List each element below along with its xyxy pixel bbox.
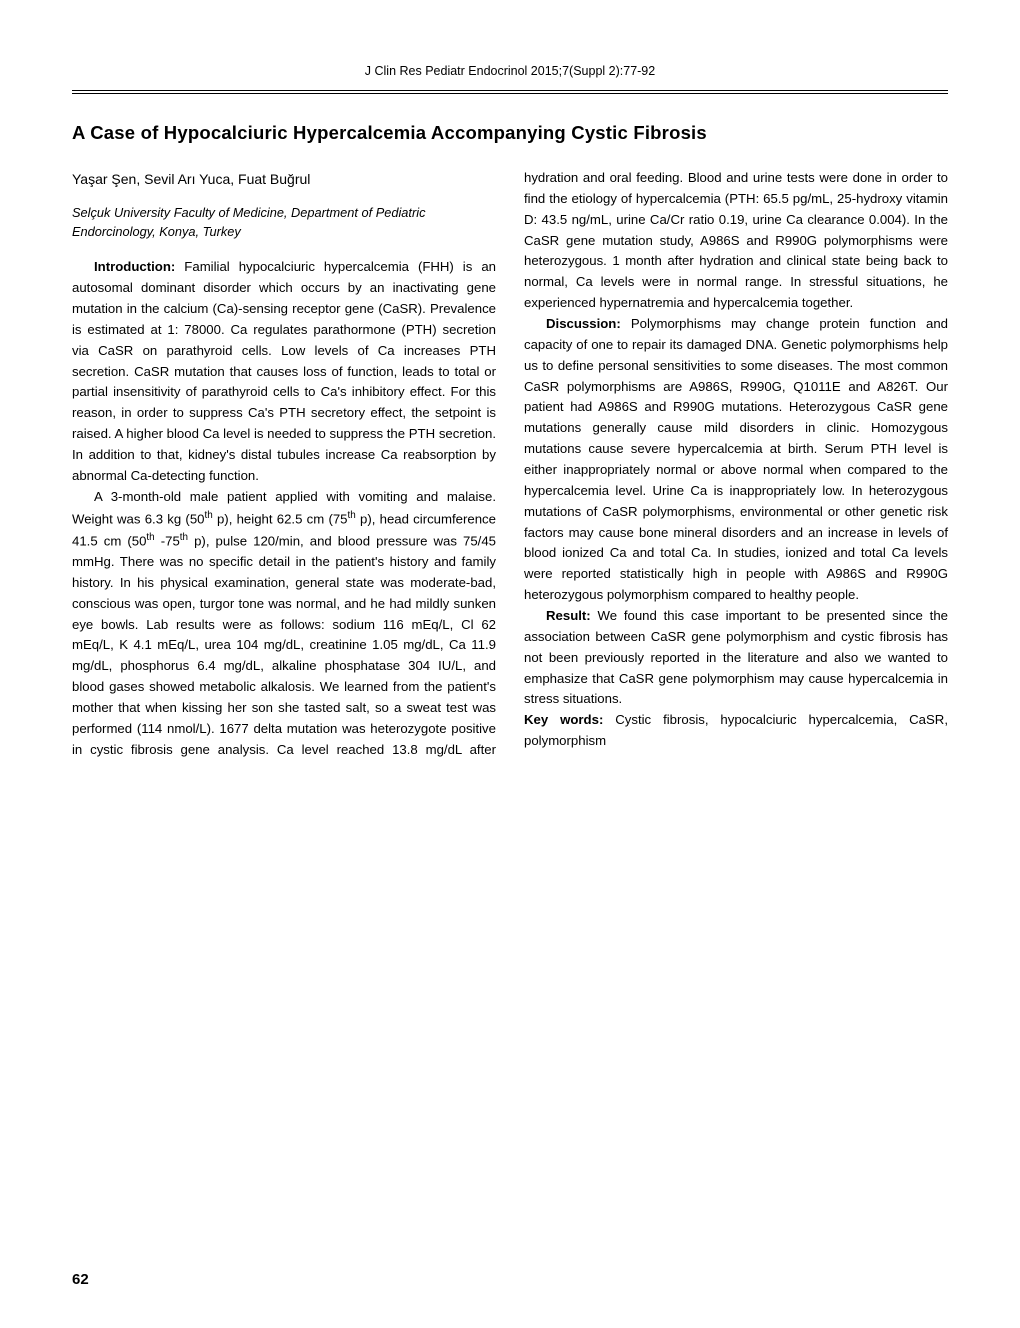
result-paragraph: Result: We found this case important to …	[524, 606, 948, 710]
keywords-label: Key words:	[524, 712, 603, 727]
case-text-4: -75	[155, 533, 180, 548]
two-column-body: Yaşar Şen, Sevil Arı Yuca, Fuat Buğrul S…	[72, 168, 948, 761]
discussion-label: Discussion:	[546, 316, 621, 331]
keywords-paragraph: Key words: Cystic fibrosis, hypocalciuri…	[524, 710, 948, 752]
ordinal-sup: th	[205, 510, 213, 521]
article-body: A Case of Hypocalciuric Hypercalcemia Ac…	[72, 93, 948, 761]
ordinal-sup: th	[348, 510, 356, 521]
affiliation: Selçuk University Faculty of Medicine, D…	[72, 204, 496, 241]
introduction-paragraph: Introduction: Familial hypocalciuric hyp…	[72, 257, 496, 486]
ordinal-sup: th	[146, 532, 154, 543]
discussion-paragraph: Discussion: Polymorphisms may change pro…	[524, 314, 948, 606]
article-title: A Case of Hypocalciuric Hypercalcemia Ac…	[72, 122, 948, 144]
result-label: Result:	[546, 608, 591, 623]
author-list: Yaşar Şen, Sevil Arı Yuca, Fuat Buğrul	[72, 168, 496, 190]
journal-reference: J Clin Res Pediatr Endocrinol 2015;7(Sup…	[72, 64, 948, 91]
case-text-2: p), height 62.5 cm (75	[213, 511, 348, 526]
ordinal-sup: th	[180, 532, 188, 543]
discussion-text: Polymorphisms may change protein functio…	[524, 316, 948, 602]
introduction-text: Familial hypocalciuric hypercalcemia (FH…	[72, 259, 496, 483]
page-number: 62	[72, 1271, 89, 1288]
introduction-label: Introduction:	[94, 259, 175, 274]
